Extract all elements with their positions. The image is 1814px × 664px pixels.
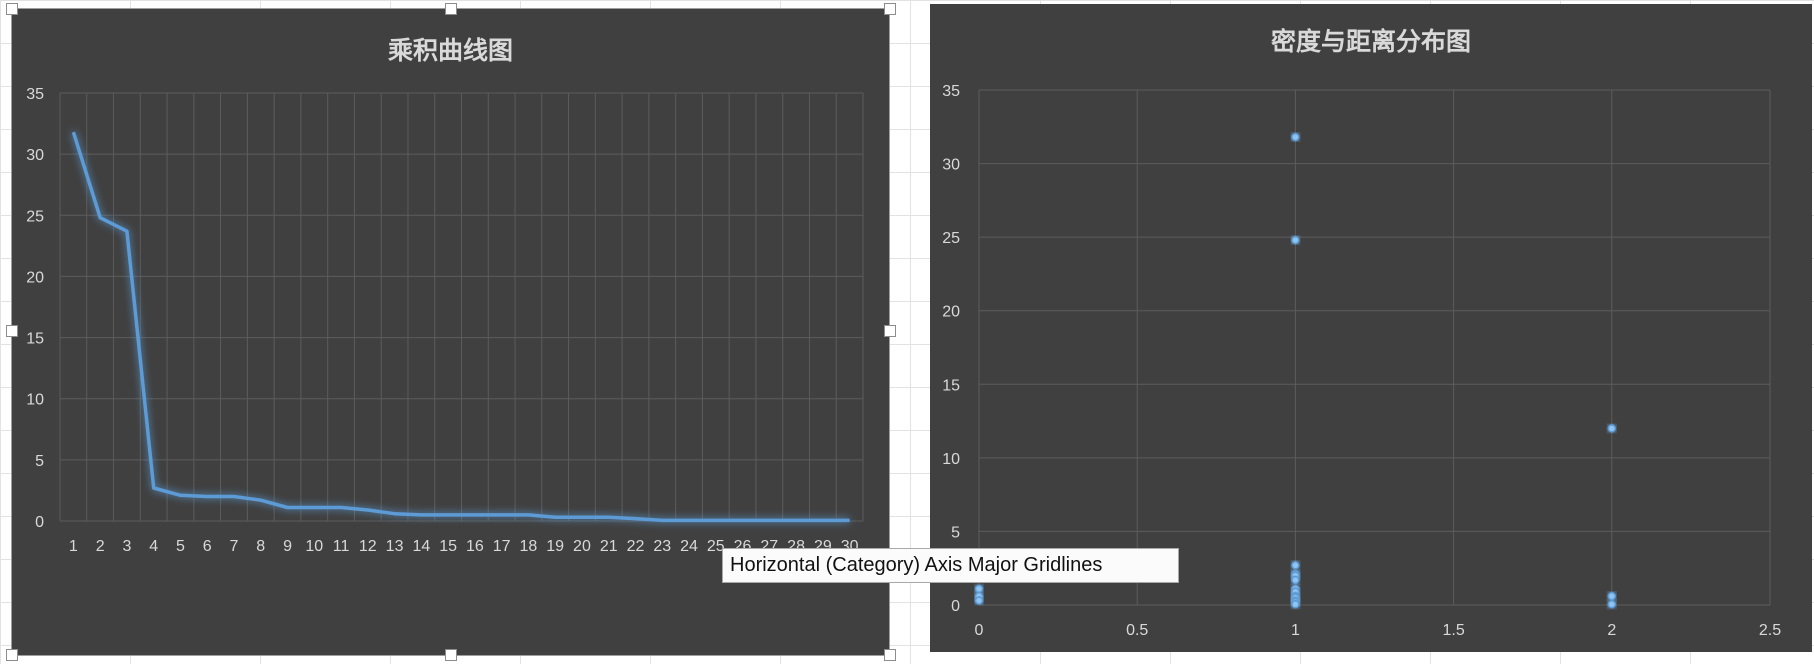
resize-handle-top-left[interactable] bbox=[6, 3, 18, 15]
scatter-point bbox=[1291, 575, 1300, 585]
x-tick-label: 22 bbox=[627, 538, 645, 555]
gridlines-tooltip: Horizontal (Category) Axis Major Gridlin… bbox=[722, 548, 1179, 583]
x-tick-label: 4 bbox=[149, 538, 158, 555]
x-tick-label: 12 bbox=[359, 538, 377, 555]
y-tick-label: 20 bbox=[26, 269, 44, 286]
y-tick-label: 35 bbox=[26, 86, 44, 103]
x-tick-label: 24 bbox=[680, 538, 698, 555]
chart-title: 乘积曲线图 bbox=[387, 36, 513, 65]
x-tick-label: 19 bbox=[546, 538, 564, 555]
y-tick-label: 10 bbox=[942, 451, 960, 468]
x-tick-label: 25 bbox=[707, 538, 725, 555]
y-tick-label: 5 bbox=[35, 453, 44, 470]
x-tick-label: 16 bbox=[466, 538, 484, 555]
x-tick-label: 20 bbox=[573, 538, 591, 555]
x-tick-label: 2 bbox=[1607, 622, 1616, 639]
scatter-point bbox=[1291, 235, 1300, 245]
y-tick-label: 0 bbox=[35, 514, 44, 531]
scatter-point bbox=[1607, 424, 1617, 433]
resize-handle-middle-left[interactable] bbox=[6, 325, 18, 337]
y-tick-label: 25 bbox=[942, 230, 960, 247]
x-tick-label: 9 bbox=[283, 538, 292, 555]
x-tick-label: 2 bbox=[96, 538, 105, 555]
x-tick-label: 17 bbox=[493, 538, 511, 555]
y-tick-label: 15 bbox=[26, 331, 44, 348]
scatter-point bbox=[1607, 600, 1617, 609]
y-tick-label: 15 bbox=[942, 377, 960, 394]
x-tick-label: 23 bbox=[653, 538, 671, 555]
y-tick-label: 10 bbox=[26, 392, 44, 409]
y-tick-label: 35 bbox=[942, 83, 960, 100]
product-curve-chart[interactable]: 乘积曲线图 0 5 10 15 20 25 30 35 1 2 3 4 5 6 7 8 9 10 11 12 13 14 1… bbox=[11, 8, 890, 656]
scatter-plot-area[interactable]: 0 5 10 15 20 25 30 35 0 0.5 1 1.5 2 2.5 bbox=[930, 4, 1812, 652]
resize-handle-top-middle[interactable] bbox=[445, 3, 457, 15]
x-tick-label: 0.5 bbox=[1126, 622, 1148, 639]
x-tick-label: 1 bbox=[69, 538, 78, 555]
resize-handle-bottom-left[interactable] bbox=[6, 649, 18, 661]
resize-handle-bottom-middle[interactable] bbox=[445, 649, 457, 661]
resize-handle-middle-right[interactable] bbox=[884, 325, 896, 337]
x-tick-label: 1.5 bbox=[1442, 622, 1464, 639]
y-tick-label: 30 bbox=[26, 147, 44, 164]
scatter-point bbox=[1291, 600, 1300, 609]
y-tick-label: 5 bbox=[951, 524, 960, 541]
resize-handle-bottom-right[interactable] bbox=[884, 649, 896, 661]
scatter-point bbox=[1291, 132, 1300, 142]
x-tick-label: 8 bbox=[256, 538, 265, 555]
x-tick-label: 14 bbox=[412, 538, 430, 555]
y-tick-label: 30 bbox=[942, 157, 960, 174]
scatter-point bbox=[974, 584, 984, 594]
scatter-point bbox=[974, 596, 984, 605]
y-tick-label: 20 bbox=[942, 304, 960, 321]
x-tick-label: 0 bbox=[975, 622, 984, 639]
x-tick-label: 11 bbox=[333, 538, 350, 555]
scatter-point bbox=[1291, 561, 1300, 570]
resize-handle-top-right[interactable] bbox=[884, 3, 896, 15]
x-tick-label: 10 bbox=[305, 538, 323, 555]
x-tick-label: 6 bbox=[203, 538, 212, 555]
x-tick-label: 21 bbox=[600, 538, 618, 555]
x-tick-label: 18 bbox=[520, 538, 538, 555]
x-tick-label: 5 bbox=[176, 538, 185, 555]
density-distance-chart[interactable]: 密度与距离分布图 0 5 10 15 20 25 30 35 0 0.5 1 1.5 2 2.5 bbox=[930, 4, 1812, 652]
x-tick-label: 15 bbox=[439, 538, 457, 555]
x-tick-label: 3 bbox=[122, 538, 131, 555]
x-tick-label: 2.5 bbox=[1759, 622, 1781, 639]
series-line bbox=[71, 131, 850, 523]
scatter-point bbox=[1607, 591, 1617, 601]
y-tick-label: 0 bbox=[951, 598, 960, 615]
x-tick-label: 7 bbox=[230, 538, 239, 555]
y-tick-label: 25 bbox=[26, 208, 44, 225]
x-tick-label: 13 bbox=[386, 538, 404, 555]
x-tick-label: 1 bbox=[1291, 622, 1300, 639]
chart-title: 密度与距离分布图 bbox=[1270, 27, 1471, 56]
